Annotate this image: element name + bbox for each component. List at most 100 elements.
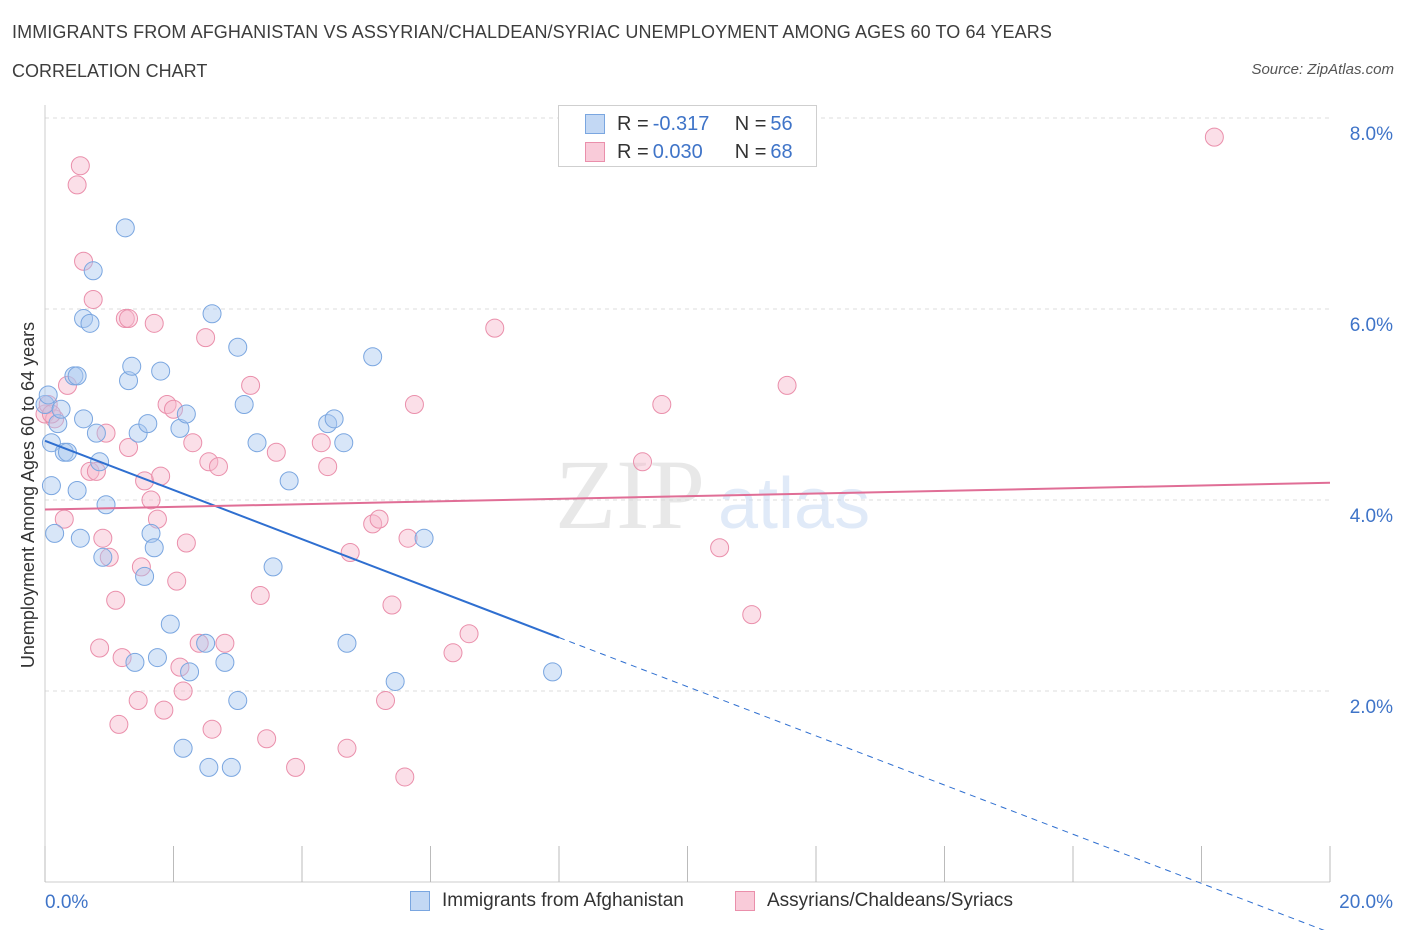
pink-point [376, 691, 396, 711]
blue-point [414, 528, 434, 548]
blue-point [199, 757, 219, 777]
pink-point [93, 528, 113, 548]
blue-point [247, 433, 267, 453]
blue-point [337, 633, 357, 653]
pink-point [176, 533, 196, 553]
blue-point [228, 691, 248, 711]
blue-point [96, 495, 116, 515]
blue-series-points [35, 218, 563, 777]
pink-point [443, 643, 463, 663]
pink-point [70, 156, 90, 176]
chart-title: IMMIGRANTS FROM AFGHANISTAN VS ASSYRIAN/… [12, 22, 1052, 42]
blue-point [74, 409, 94, 429]
blue-legend-label: Immigrants from Afghanistan [442, 890, 684, 911]
blue-point [215, 652, 235, 672]
pink-point [154, 700, 174, 720]
pink-point [215, 633, 235, 653]
pink-point [99, 547, 119, 567]
blue-point [324, 409, 344, 429]
pink-point [241, 375, 261, 395]
axes [44, 105, 1331, 883]
watermark-zip: ZIP [555, 439, 705, 550]
blue-point [151, 361, 171, 381]
pink-point [337, 738, 357, 758]
blue-point [80, 313, 100, 333]
pink-point [485, 318, 505, 338]
pink-point [369, 509, 389, 529]
pink-point [141, 490, 161, 510]
blue-point [125, 652, 145, 672]
source-label: Source: ZipAtlas.com [1251, 61, 1394, 78]
blue-point [334, 433, 354, 453]
pink-point [128, 691, 148, 711]
blue-point [176, 404, 196, 424]
blue-point [122, 356, 142, 376]
pink-point [202, 719, 222, 739]
x-tick-label: 0.0% [45, 892, 88, 913]
trend-lines [44, 439, 1331, 930]
series-legend-pink: Assyrians/Chaldeans/Syriacs [735, 890, 1013, 912]
watermark: ZIP atlas [555, 439, 870, 550]
pink-swatch [585, 142, 605, 162]
y-tick-label: 4.0% [1350, 506, 1393, 527]
y-tick-label: 6.0% [1350, 315, 1393, 336]
blue-point [115, 218, 135, 238]
pink-point [83, 289, 103, 309]
pink-point [250, 586, 270, 605]
legend-row-blue: R = -0.317 N = 56 [585, 112, 793, 136]
blue-point [170, 418, 190, 438]
blue-point [128, 423, 148, 443]
blue-point [543, 662, 563, 682]
pink-point [257, 729, 277, 749]
blue-point [93, 547, 113, 567]
blue-point [86, 423, 106, 443]
pink-point [382, 595, 402, 615]
blue-point [180, 662, 200, 682]
watermark-atlas: atlas [718, 464, 870, 544]
y-tick-label: 8.0% [1350, 124, 1393, 145]
pink-point [74, 251, 94, 271]
pink-point [144, 313, 164, 333]
pink-point [318, 457, 338, 477]
legend-n-value: 68 [770, 140, 793, 163]
legend-r-value: -0.317 [652, 112, 710, 135]
legend-row-pink: R = 0.030 N = 68 [585, 140, 793, 164]
pink-point [67, 175, 87, 195]
blue-trend-line [44, 439, 560, 639]
pink-point [404, 395, 424, 414]
pink-point [459, 624, 479, 644]
pink-legend-label: Assyrians/Chaldeans/Syriacs [767, 890, 1014, 911]
blue-point [138, 414, 158, 434]
blue-point [263, 557, 283, 577]
pink-point [340, 543, 360, 563]
pink-point [173, 681, 193, 701]
pink-point [167, 571, 187, 591]
pink-point [633, 452, 653, 472]
correlation-legend: R = -0.317 N = 56 R = 0.030 N = 68 [558, 105, 817, 167]
blue-point [67, 366, 87, 386]
pink-point [57, 375, 77, 395]
legend-n-label: N = [734, 112, 767, 135]
blue-point [147, 648, 167, 668]
blue-point [160, 614, 180, 634]
blue-point [385, 671, 405, 691]
legend-n-label: N = [734, 140, 767, 163]
blue-point [144, 538, 164, 558]
pink-point [112, 648, 132, 668]
pink-point [266, 442, 286, 462]
tick-labels: 2.0% 4.0% 6.0% 8.0% 0.0% 20.0% [45, 124, 1393, 913]
pink-trend-line [44, 481, 1331, 511]
blue-point [41, 476, 61, 496]
pink-point [652, 395, 672, 414]
blue-point [38, 385, 58, 405]
pink-point [189, 633, 209, 653]
pink-legend-swatch [735, 891, 755, 911]
series-legend-blue: Immigrants from Afghanistan [410, 890, 684, 912]
blue-point [83, 261, 103, 281]
blue-point [196, 633, 216, 653]
legend-r-label: R = [617, 112, 649, 135]
legend-r-label: R = [617, 140, 649, 163]
pink-point [41, 404, 61, 424]
blue-point [67, 480, 87, 500]
